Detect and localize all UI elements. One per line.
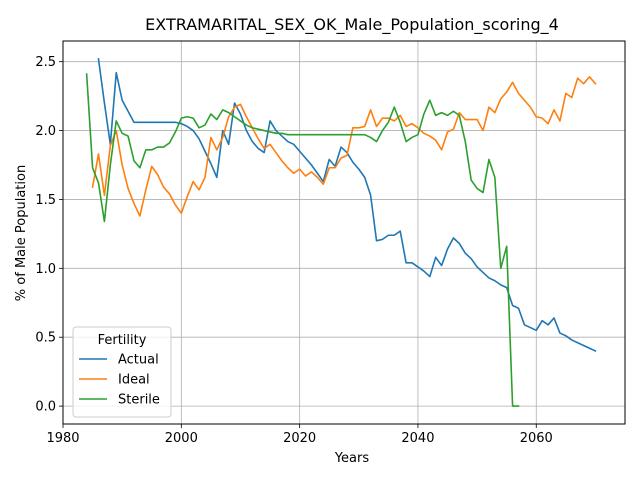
legend-label-actual: Actual xyxy=(118,353,159,368)
series-line-ideal xyxy=(91,76,597,217)
y-tick-label: 0.0 xyxy=(35,400,56,415)
y-axis: 0.0 0.5 1.0 1.5 2.0 2.5 xyxy=(35,55,63,415)
legend-label-ideal: Ideal xyxy=(118,373,150,388)
x-axis-label: Years xyxy=(334,451,370,466)
x-tick-label: 2060 xyxy=(520,431,553,446)
x-axis: 1980 2000 2020 2040 2060 xyxy=(46,424,553,446)
y-tick-label: 2.0 xyxy=(35,124,56,139)
chart-title: EXTRAMARITAL_SEX_OK_Male_Population_scor… xyxy=(145,15,559,35)
x-tick-label: 1980 xyxy=(46,431,79,446)
series-line-sterile xyxy=(85,73,520,407)
legend-label-sterile: Sterile xyxy=(118,393,160,408)
legend-items: Actual Ideal Sterile xyxy=(79,353,160,408)
legend-box xyxy=(72,326,172,418)
legend-title: Fertility xyxy=(98,333,147,348)
series-line-actual xyxy=(97,58,597,353)
x-tick-label: 2000 xyxy=(165,431,198,446)
series-layer xyxy=(85,58,597,407)
y-tick-label: 1.0 xyxy=(35,262,56,277)
y-tick-label: 1.5 xyxy=(35,193,56,208)
y-tick-label: 0.5 xyxy=(35,331,56,346)
x-tick-label: 2040 xyxy=(401,431,434,446)
y-tick-label: 2.5 xyxy=(35,55,56,70)
x-tick-label: 2020 xyxy=(283,431,316,446)
plot-frame xyxy=(62,40,626,425)
y-axis-label: % of Male Population xyxy=(14,165,29,301)
legend: Fertility Actual Ideal Sterile xyxy=(72,326,172,418)
